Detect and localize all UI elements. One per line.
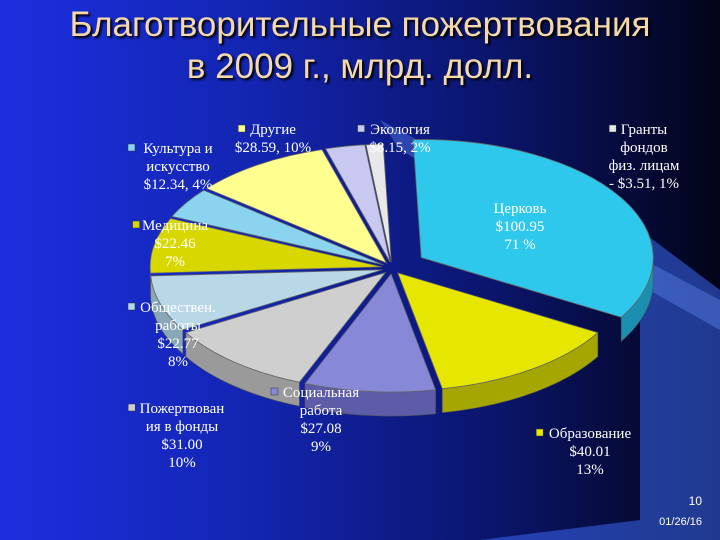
data-label-1-line-0: Образование <box>549 426 632 442</box>
data-label-0-line-1: $100.95 <box>496 219 545 235</box>
data-label-9: Гранты фондов физ. лицам - $3.51, 1% <box>609 122 680 192</box>
data-label-9-line-1: фондов <box>620 140 667 156</box>
data-label-9-line-3: - $3.51, 1% <box>609 176 679 192</box>
data-label-4-line-0: Обществен. <box>140 300 216 316</box>
data-label-9-line-0: Гранты <box>621 122 668 138</box>
data-label-0-line-0: Церковь <box>494 201 547 217</box>
data-labels: Церковь $100.95 71 % Образование $40.01 13% Со… <box>127 122 680 478</box>
data-label-0-line-2: 71 % <box>504 237 535 253</box>
data-label-4: Обществен. работы $22.77 8% <box>127 300 216 370</box>
data-label-4-line-2: $22.77 <box>157 336 199 352</box>
data-label-2-line-1: работа <box>300 403 343 419</box>
pie-slice-5 <box>149 218 383 274</box>
pie-slice-4 <box>150 269 383 331</box>
data-label-1-line-1: $40.01 <box>569 444 610 460</box>
data-label-3-line-0: Пожертвован <box>140 401 225 417</box>
data-label-2-line-0: Социальная <box>283 385 359 401</box>
data-label-7: Другие $28.59, 10% <box>235 122 311 156</box>
slide-date: 01/26/16 <box>659 516 702 528</box>
legend-marker-6 <box>127 143 136 152</box>
data-label-5-line-0: Медицина <box>142 218 208 234</box>
data-label-3-line-2: $31.00 <box>161 437 202 453</box>
data-label-5-line-1: $22.46 <box>154 236 196 252</box>
data-label-3-line-1: ия в фонды <box>146 419 218 435</box>
data-label-6-line-2: $12.34, 4% <box>144 177 213 193</box>
data-label-8-line-0: Экология <box>370 122 430 138</box>
data-label-3-line-3: 10% <box>168 455 196 471</box>
data-label-3: Пожертвован ия в фонды $31.00 10% <box>127 401 225 471</box>
data-label-4-line-3: 8% <box>168 354 188 370</box>
legend-marker-7 <box>237 124 246 133</box>
data-label-7-line-1: $28.59, 10% <box>235 140 311 156</box>
pie-slice-0 <box>412 139 654 318</box>
data-label-6-line-0: Культура и <box>143 141 212 157</box>
data-label-7-line-0: Другие <box>250 122 296 138</box>
data-label-8-line-1: $8.15, 2% <box>369 140 430 156</box>
pie-slice-7 <box>205 149 388 264</box>
legend-marker-1 <box>535 428 544 437</box>
pie-slice-6 <box>171 189 384 266</box>
legend-marker-9 <box>608 124 617 133</box>
data-label-2-line-2: $27.08 <box>300 421 341 437</box>
data-label-5-line-2: 7% <box>165 254 185 270</box>
data-label-4-line-1: работы <box>155 318 201 334</box>
data-label-1-line-2: 13% <box>576 462 604 478</box>
legend-marker-3 <box>127 403 136 412</box>
data-label-8: Экология $8.15, 2% <box>357 122 431 156</box>
legend-marker-2 <box>270 387 279 396</box>
data-label-9-line-2: физ. лицам <box>609 158 680 174</box>
pie-slice-1 <box>397 272 599 390</box>
pie-slice-9 <box>365 143 392 263</box>
title-line-1: Благотворительные пожертвования <box>69 5 651 44</box>
data-label-6: Культура и искусство $12.34, 4% <box>127 141 213 193</box>
data-label-2: Социальная работа $27.08 9% <box>270 385 359 455</box>
pie-slice-2 <box>304 273 437 393</box>
legend-marker-4 <box>127 302 136 311</box>
data-label-1: Образование $40.01 13% <box>535 426 632 478</box>
data-label-5: Медицина $22.46 7% <box>132 218 208 270</box>
slide-number: 10 <box>688 494 702 508</box>
pie-slice-8 <box>324 144 391 263</box>
legend-marker-5 <box>132 220 140 229</box>
slide-title: Благотворительные пожертвования в 2009 г… <box>0 4 720 88</box>
data-label-2-line-3: 9% <box>311 439 331 455</box>
data-label-0: Церковь $100.95 71 % <box>494 201 547 253</box>
legend-marker-8 <box>357 124 365 133</box>
pie-slice-3 <box>185 271 387 383</box>
data-label-6-line-1: искусство <box>146 159 210 175</box>
pie-slices <box>149 139 654 393</box>
title-line-2: в 2009 г., млрд. долл. <box>186 47 534 86</box>
